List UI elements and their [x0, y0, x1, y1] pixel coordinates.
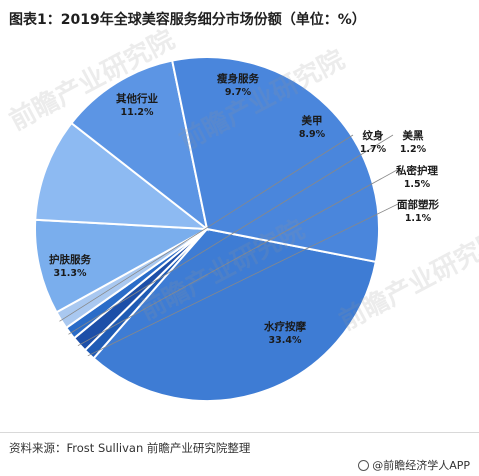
pie-slice-7: [34, 121, 211, 231]
slice-label-value: 31.3%: [54, 268, 87, 279]
slice-label-name: 纹身: [363, 129, 384, 142]
slice-label-value: 1.2%: [400, 144, 427, 155]
leader-lines: [59, 134, 399, 357]
slice-label-value: 1.5%: [404, 179, 431, 190]
leader-line: [68, 134, 394, 335]
leader-line: [59, 134, 354, 322]
slice-label-value: 1.7%: [360, 144, 387, 155]
pie-slice-8: [70, 59, 209, 232]
slice-label-value: 1.1%: [405, 213, 432, 224]
leader-line: [77, 169, 398, 347]
footer: 资料来源：Frost Sullivan 前瞻产业研究院整理 @前瞻经济学人APP: [0, 432, 479, 476]
app-badge: @前瞻经济学人APP: [358, 457, 470, 473]
qianzhan-logo-icon: [358, 459, 370, 471]
slice-label-name: 瘦身服务: [217, 72, 259, 85]
pie-slice-6: [34, 218, 211, 314]
slice-label-value: 11.2%: [121, 107, 154, 118]
chart-title: 图表1：2019年全球美容服务细分市场份额（单位：%）: [9, 12, 366, 28]
slice-label-name: 其他行业: [116, 92, 158, 105]
pie-slice-1: [92, 227, 378, 402]
slice-label-name: 美甲: [302, 114, 323, 127]
slice-label-value: 33.4%: [269, 335, 302, 346]
slice-labels: 水疗按摩 33.4% 面部塑形 1.1% 私密护理 1.5% 美黑 1.2% 纹身 1.7% 美甲 8…: [49, 72, 439, 346]
source-note: 资料来源：Frost Sullivan 前瞻产业研究院整理: [9, 441, 251, 455]
pie-slice-9: [170, 56, 380, 263]
slice-label-name: 护肤服务: [49, 253, 91, 266]
slice-label-name: 私密护理: [395, 164, 438, 177]
app-badge-text: @前瞻经济学人APP: [372, 459, 470, 472]
slice-label-name: 面部塑形: [397, 198, 439, 211]
slice-label-value: 9.7%: [225, 87, 252, 98]
slice-label-value: 8.9%: [299, 129, 326, 140]
slice-label-name: 水疗按摩: [263, 320, 306, 333]
pie-wedges: [34, 56, 380, 402]
slice-label-name: 美黑: [403, 129, 424, 142]
leader-line: [87, 203, 399, 357]
pie-chart: 水疗按摩 33.4% 面部塑形 1.1% 私密护理 1.5% 美黑 1.2% 纹身 1.7% 美甲 8…: [34, 56, 439, 402]
